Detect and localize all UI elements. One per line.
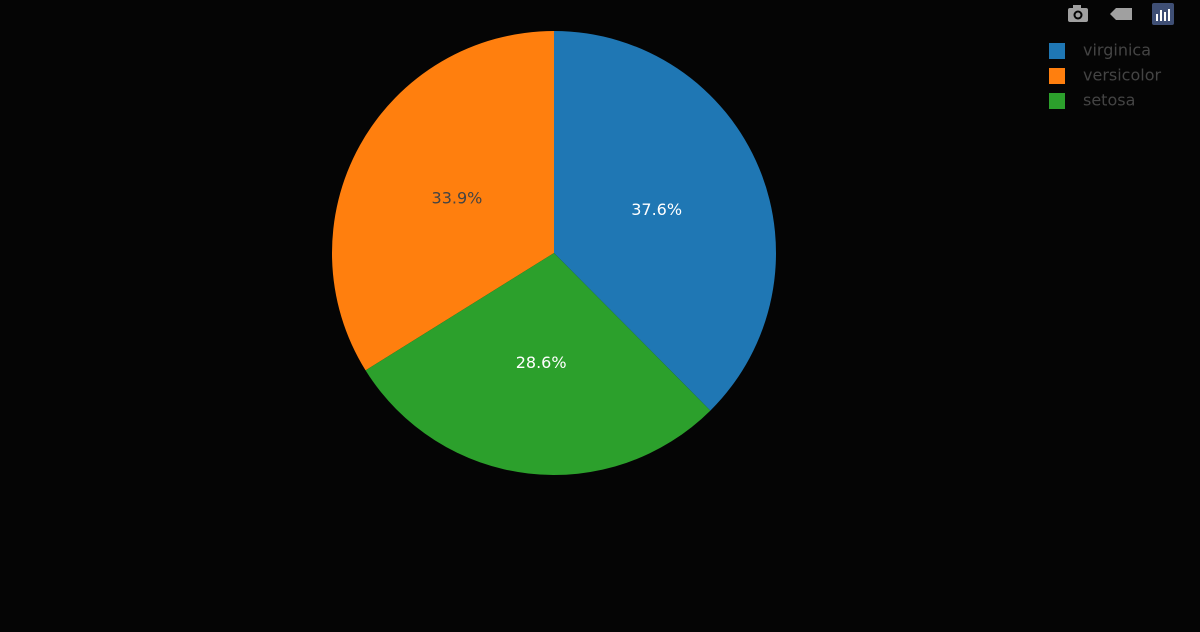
pie-slice: [554, 31, 776, 411]
legend-swatch: [1049, 43, 1065, 59]
pie-slice: [365, 253, 711, 476]
slice-label: 37.6%: [631, 200, 682, 219]
legend-label: setosa: [1083, 91, 1135, 110]
legend-label: virginica: [1083, 41, 1151, 60]
legend-swatch: [1049, 68, 1065, 84]
legend-label: versicolor: [1083, 66, 1161, 85]
slice-label: 28.6%: [516, 353, 567, 372]
modebar[interactable]: [1068, 3, 1174, 25]
camera-button[interactable]: [1068, 5, 1088, 22]
plotly-logo[interactable]: [1152, 3, 1174, 25]
hover-button[interactable]: [1110, 8, 1132, 20]
pie-slice: [331, 31, 554, 371]
slice-label: 33.9%: [432, 189, 483, 208]
legend-swatch: [1049, 93, 1065, 109]
